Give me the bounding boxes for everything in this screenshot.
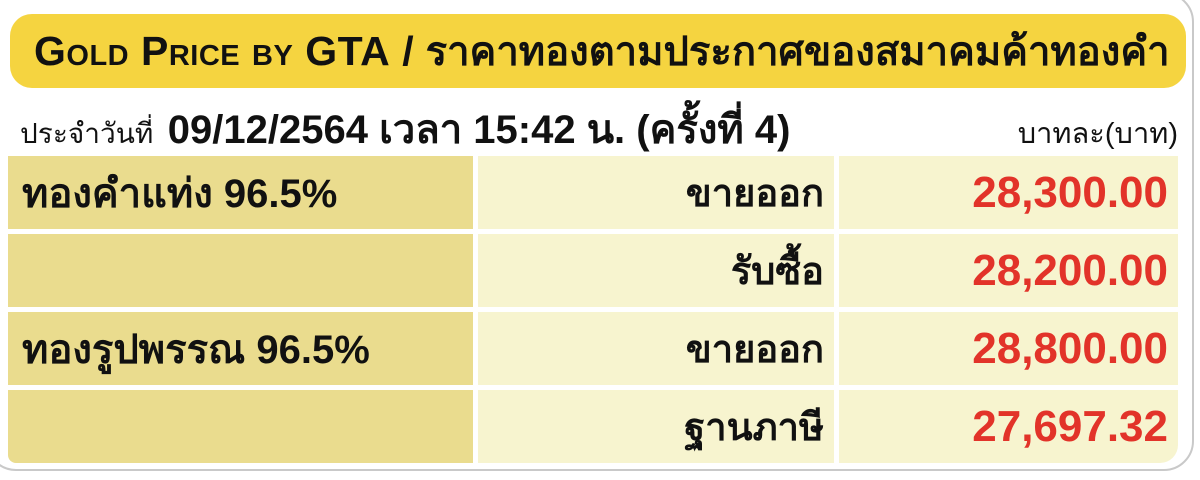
announcement-text: ประจำวันที่ 09/12/2564 เวลา 15:42 น. (คร…: [20, 97, 790, 161]
announcement-line: ประจำวันที่ 09/12/2564 เวลา 15:42 น. (คร…: [20, 97, 1178, 161]
date-prefix-label: ประจำวันที่: [20, 118, 154, 149]
header-title-english: Gold Price by GTA: [34, 27, 391, 74]
header-title-thai: ราคาทองตามประกาศของสมาคมค้าทองคำ: [425, 30, 1170, 74]
item-name-empty: [8, 234, 473, 307]
header-bar: Gold Price by GTA / ราคาทองตามประกาศของส…: [10, 14, 1186, 88]
item-name-empty: [8, 390, 473, 463]
date-time-round-value: 09/12/2564 เวลา 15:42 น. (ครั้งที่ 4): [167, 108, 791, 152]
price-type-label: รับซื้อ: [478, 234, 834, 307]
price-value-tax-base: 27,697.32: [839, 390, 1178, 463]
price-type-label: ฐานภาษี: [478, 390, 834, 463]
price-value-bar-buy: 28,200.00: [839, 234, 1178, 307]
price-type-label: ขายออก: [478, 156, 834, 229]
price-type-label: ขายออก: [478, 312, 834, 385]
item-name-gold-bar: ทองคำแท่ง 96.5%: [8, 156, 473, 229]
item-name-gold-ornament: ทองรูปพรรณ 96.5%: [8, 312, 473, 385]
price-table: ทองคำแท่ง 96.5% ขายออก 28,300.00 รับซื้อ…: [8, 156, 1178, 463]
price-value-ornament-sell: 28,800.00: [839, 312, 1178, 385]
header-title-divider: /: [402, 27, 414, 74]
price-value-bar-sell: 28,300.00: [839, 156, 1178, 229]
price-unit-label: บาทละ(บาท): [1017, 118, 1178, 150]
